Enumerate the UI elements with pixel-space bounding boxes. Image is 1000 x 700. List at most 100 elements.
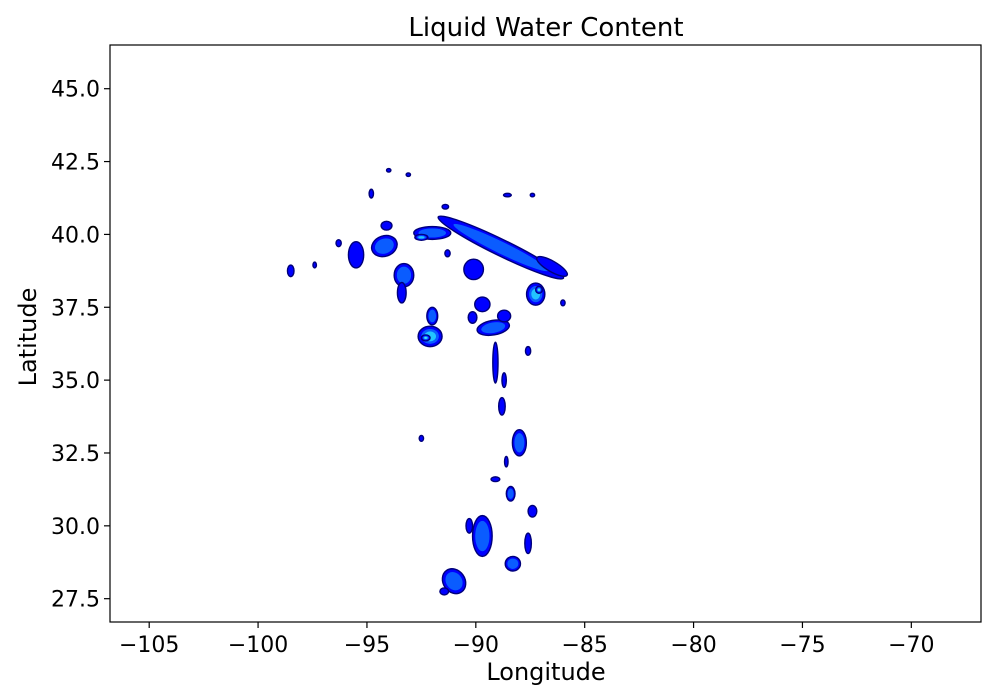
- contour-level-1: [286, 264, 295, 278]
- contour-region: [496, 309, 512, 323]
- contour-level-1: [492, 341, 499, 384]
- contour-region: [560, 299, 566, 307]
- contour-level-3: [417, 235, 426, 240]
- contour-level-1: [560, 299, 566, 307]
- contour-region: [471, 514, 493, 558]
- contour-region: [465, 517, 474, 534]
- x-axis: −105 −100 −95 −90 −85 −80 −75 −70: [119, 622, 935, 658]
- x-tick-label: −95: [344, 633, 390, 658]
- contour-level-1: [347, 241, 365, 269]
- contour-level-1: [312, 261, 318, 269]
- contour-region: [418, 434, 425, 443]
- contour-region: [529, 192, 536, 198]
- contour-region: [501, 372, 508, 389]
- contour-region: [286, 264, 295, 278]
- contour-region: [368, 188, 375, 199]
- y-tick-label: 40.0: [51, 223, 100, 248]
- contour-level-1: [501, 372, 508, 389]
- contour-level-1: [502, 192, 513, 198]
- contour-level-4: [424, 336, 428, 339]
- contour-region: [426, 306, 439, 326]
- contour-region: [439, 587, 450, 596]
- x-tick-label: −90: [453, 633, 499, 658]
- contour-region: [335, 238, 342, 248]
- contour-region: [444, 249, 451, 258]
- y-tick-label: 32.5: [51, 442, 100, 467]
- contour-region: [312, 261, 318, 269]
- contour-region: [437, 215, 565, 280]
- contour-level-1: [496, 309, 512, 323]
- contour-level-1: [385, 167, 392, 173]
- contour-level-1: [463, 258, 485, 281]
- contour-region: [476, 319, 511, 337]
- y-tick-label: 42.5: [51, 151, 100, 176]
- contour-region: [505, 485, 516, 502]
- contour-level-1: [465, 517, 474, 534]
- contour-level-1: [490, 476, 501, 483]
- contour-region: [467, 310, 478, 325]
- contour-region: [463, 258, 485, 281]
- plot-frame: [109, 44, 982, 623]
- y-tick-label: 35.0: [51, 369, 100, 394]
- contour-region: [396, 281, 407, 304]
- x-tick-label: −80: [670, 633, 716, 658]
- contour-level-1: [524, 532, 533, 555]
- contour-level-2: [480, 321, 506, 334]
- contour-region: [474, 296, 491, 313]
- y-axis-label: Latitude: [14, 288, 42, 387]
- x-tick-label: −100: [228, 633, 288, 658]
- x-tick-label: −85: [561, 633, 607, 658]
- contour-region: [535, 285, 543, 294]
- contour-region: [524, 532, 533, 555]
- contour-level-2: [474, 520, 491, 552]
- contour-region: [490, 476, 501, 483]
- contour-level-2: [427, 309, 437, 323]
- contour-level-1: [439, 587, 450, 596]
- contour-region: [370, 234, 398, 258]
- y-tick-label: 30.0: [51, 515, 100, 540]
- contour-region: [502, 192, 513, 198]
- y-axis: 27.5 30.0 32.5 35.0 37.5 40.0 42.5 45.0: [51, 78, 110, 613]
- contour-region: [497, 396, 506, 416]
- chart-title: Liquid Water Content: [408, 13, 683, 43]
- x-tick-label: −75: [779, 633, 825, 658]
- x-tick-label: −70: [888, 633, 934, 658]
- contour-level-1: [524, 345, 532, 357]
- contour-level-1: [536, 255, 569, 277]
- y-tick-label: 37.5: [51, 296, 100, 321]
- contour-level-2: [396, 266, 412, 285]
- contour-region: [504, 555, 522, 572]
- contour-level-2: [506, 557, 519, 570]
- contour-level-1: [418, 434, 425, 443]
- contour-level-1: [405, 172, 412, 178]
- contour-region: [414, 233, 429, 241]
- contour-region: [420, 334, 431, 342]
- contour-region: [525, 282, 546, 306]
- contour-level-1: [396, 281, 407, 304]
- contour-region: [527, 504, 538, 518]
- contour-region: [536, 255, 569, 277]
- contour-level-1: [497, 396, 506, 416]
- contour-level-1: [335, 238, 342, 248]
- contour-level-1: [527, 504, 538, 518]
- contour-level-1: [368, 188, 375, 199]
- y-tick-label: 45.0: [51, 78, 100, 103]
- contour-level-1: [467, 310, 478, 325]
- contour-level-2: [507, 487, 515, 500]
- contour-level-1: [503, 455, 509, 468]
- plot-area: [286, 167, 569, 596]
- contour-level-1: [380, 220, 393, 231]
- contour-region: [503, 455, 509, 468]
- contour-level-1: [529, 192, 536, 198]
- y-tick-label: 27.5: [51, 588, 100, 613]
- contour-level-2: [374, 237, 395, 255]
- contour-level-2: [444, 571, 464, 591]
- contour-region: [380, 220, 393, 231]
- x-tick-label: −105: [119, 633, 179, 658]
- x-axis-label: Longitude: [486, 658, 605, 686]
- contour-level-4: [537, 288, 541, 292]
- contour-level-2: [513, 432, 525, 454]
- contour-region: [441, 203, 450, 210]
- contour-level-1: [474, 296, 491, 313]
